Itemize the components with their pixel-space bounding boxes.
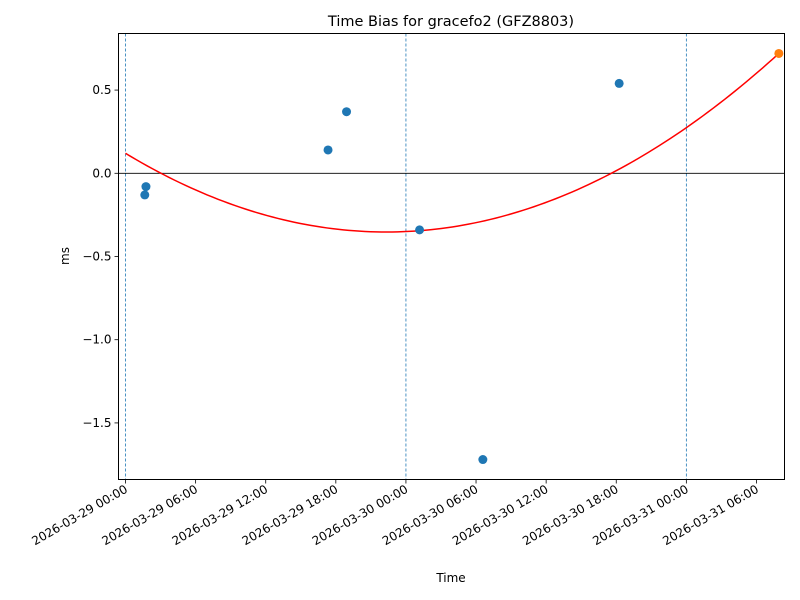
- y-tick-label: −1.5: [82, 416, 111, 430]
- data-point: [141, 182, 151, 192]
- data-point: [323, 145, 333, 155]
- y-tick-label: 0.5: [92, 83, 111, 97]
- data-point: [774, 48, 784, 58]
- chart-title: Time Bias for gracefo2 (GFZ8803): [327, 14, 574, 30]
- y-axis: 0.5 0.0 −0.5 −1.0 −1.5: [82, 83, 119, 430]
- data-point: [415, 225, 425, 235]
- plot-area: [118, 33, 785, 480]
- data-point: [478, 455, 488, 465]
- y-tick-label: 0.0: [92, 166, 111, 180]
- y-axis-label: ms: [58, 247, 72, 265]
- data-point: [614, 78, 624, 88]
- x-axis-label: Time: [435, 571, 465, 585]
- plot-frame: [118, 33, 785, 480]
- data-point: [140, 190, 150, 200]
- y-tick-label: −0.5: [82, 250, 111, 264]
- y-tick-label: −1.0: [82, 333, 111, 347]
- fit-curve: [125, 52, 780, 233]
- data-point: [342, 107, 352, 117]
